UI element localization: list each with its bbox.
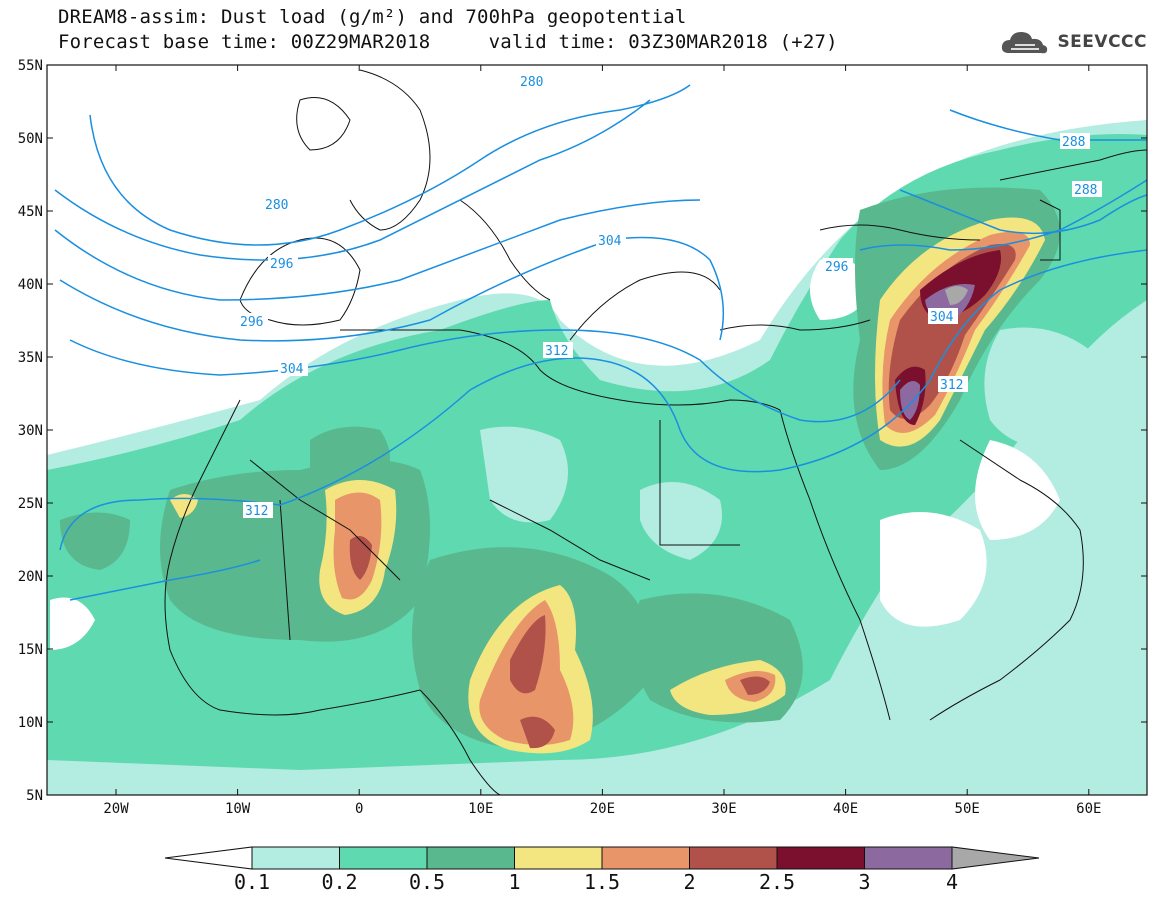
contour-label: 312 (545, 344, 568, 359)
contour-label: 312 (245, 504, 268, 519)
dust-load-shading (47, 65, 1147, 795)
lat-label: 35N (18, 350, 43, 366)
colorbar-segment (776, 846, 865, 870)
lat-label: 15N (18, 642, 43, 658)
contour-label: 288 (1062, 135, 1085, 150)
colorbar-label: 0.1 (234, 870, 270, 894)
contour-label: 304 (930, 310, 954, 325)
colorbar: 0.1 0.2 0.5 1 1.5 2 2.5 3 4 (164, 846, 1040, 894)
colorbar-label: 2 (683, 870, 695, 894)
cloud-icon (1002, 32, 1048, 54)
forecast-time-subtitle: Forecast base time: 00Z29MAR2018 valid t… (58, 31, 838, 53)
lon-label: 20E (590, 801, 615, 817)
lon-label: 50E (955, 801, 980, 817)
lon-label: 20W (103, 801, 129, 817)
lat-label: 10N (18, 715, 43, 731)
lon-label: 30E (711, 801, 736, 817)
colorbar-label: 0.5 (409, 870, 445, 894)
coastlines (164, 69, 1147, 795)
lat-label: 5N (26, 788, 43, 804)
contour-label: 296 (825, 260, 848, 275)
lat-label: 45N (18, 204, 43, 220)
longitude-axis: 20W 10W 0 10E 20E 30E 40E 50E 60E (103, 65, 1101, 817)
colorbar-label: 1 (508, 870, 520, 894)
lon-label: 10W (225, 801, 251, 817)
lon-label: 0 (355, 801, 363, 817)
contour-label: 312 (940, 378, 963, 393)
colorbar-segment (514, 846, 603, 870)
colorbar-label: 2.5 (759, 870, 795, 894)
lat-label: 55N (18, 58, 43, 74)
colorbar-label: 3 (858, 870, 870, 894)
colorbar-label: 0.2 (321, 870, 357, 894)
lat-label: 25N (18, 496, 43, 512)
lat-label: 30N (18, 423, 43, 439)
lon-label: 10E (468, 801, 493, 817)
contour-label: 296 (270, 257, 293, 272)
lon-label: 60E (1076, 801, 1101, 817)
colorbar-segment (426, 846, 515, 870)
lat-label: 50N (18, 131, 43, 147)
colorbar-segment (339, 846, 428, 870)
contour-label: 280 (265, 198, 288, 213)
lon-label: 40E (833, 801, 858, 817)
seevccc-logo: SEEVCCC (999, 22, 1147, 62)
contour-label: 304 (598, 234, 622, 249)
lat-label: 20N (18, 569, 43, 585)
contour-labels: 280 280 288 296 304 312 312 304 312 304 … (238, 73, 1102, 519)
colorbar-label: 4 (946, 870, 958, 894)
geopotential-contours (54, 84, 1147, 601)
colorbar-segment (251, 846, 340, 870)
contour-label: 296 (240, 315, 263, 330)
logo-text: SEEVCCC (1057, 32, 1147, 52)
colorbar-segment (864, 846, 953, 870)
latitude-axis: 55N 50N 45N 40N 35N 30N 25N 20N 15N 10N 5N (18, 58, 1147, 804)
colorbar-segment (689, 846, 778, 870)
contour-label: 280 (520, 75, 543, 90)
map-title: DREAM8-assim: Dust load (g/m²) and 700hP… (58, 6, 687, 28)
colorbar-segment (601, 846, 690, 870)
lat-label: 40N (18, 277, 43, 293)
colorbar-label: 1.5 (584, 870, 620, 894)
contour-label: 304 (280, 362, 304, 377)
colorbar-min-arrow (164, 846, 253, 870)
colorbar-max-arrow (951, 846, 1040, 870)
contour-label: 288 (1074, 183, 1097, 198)
